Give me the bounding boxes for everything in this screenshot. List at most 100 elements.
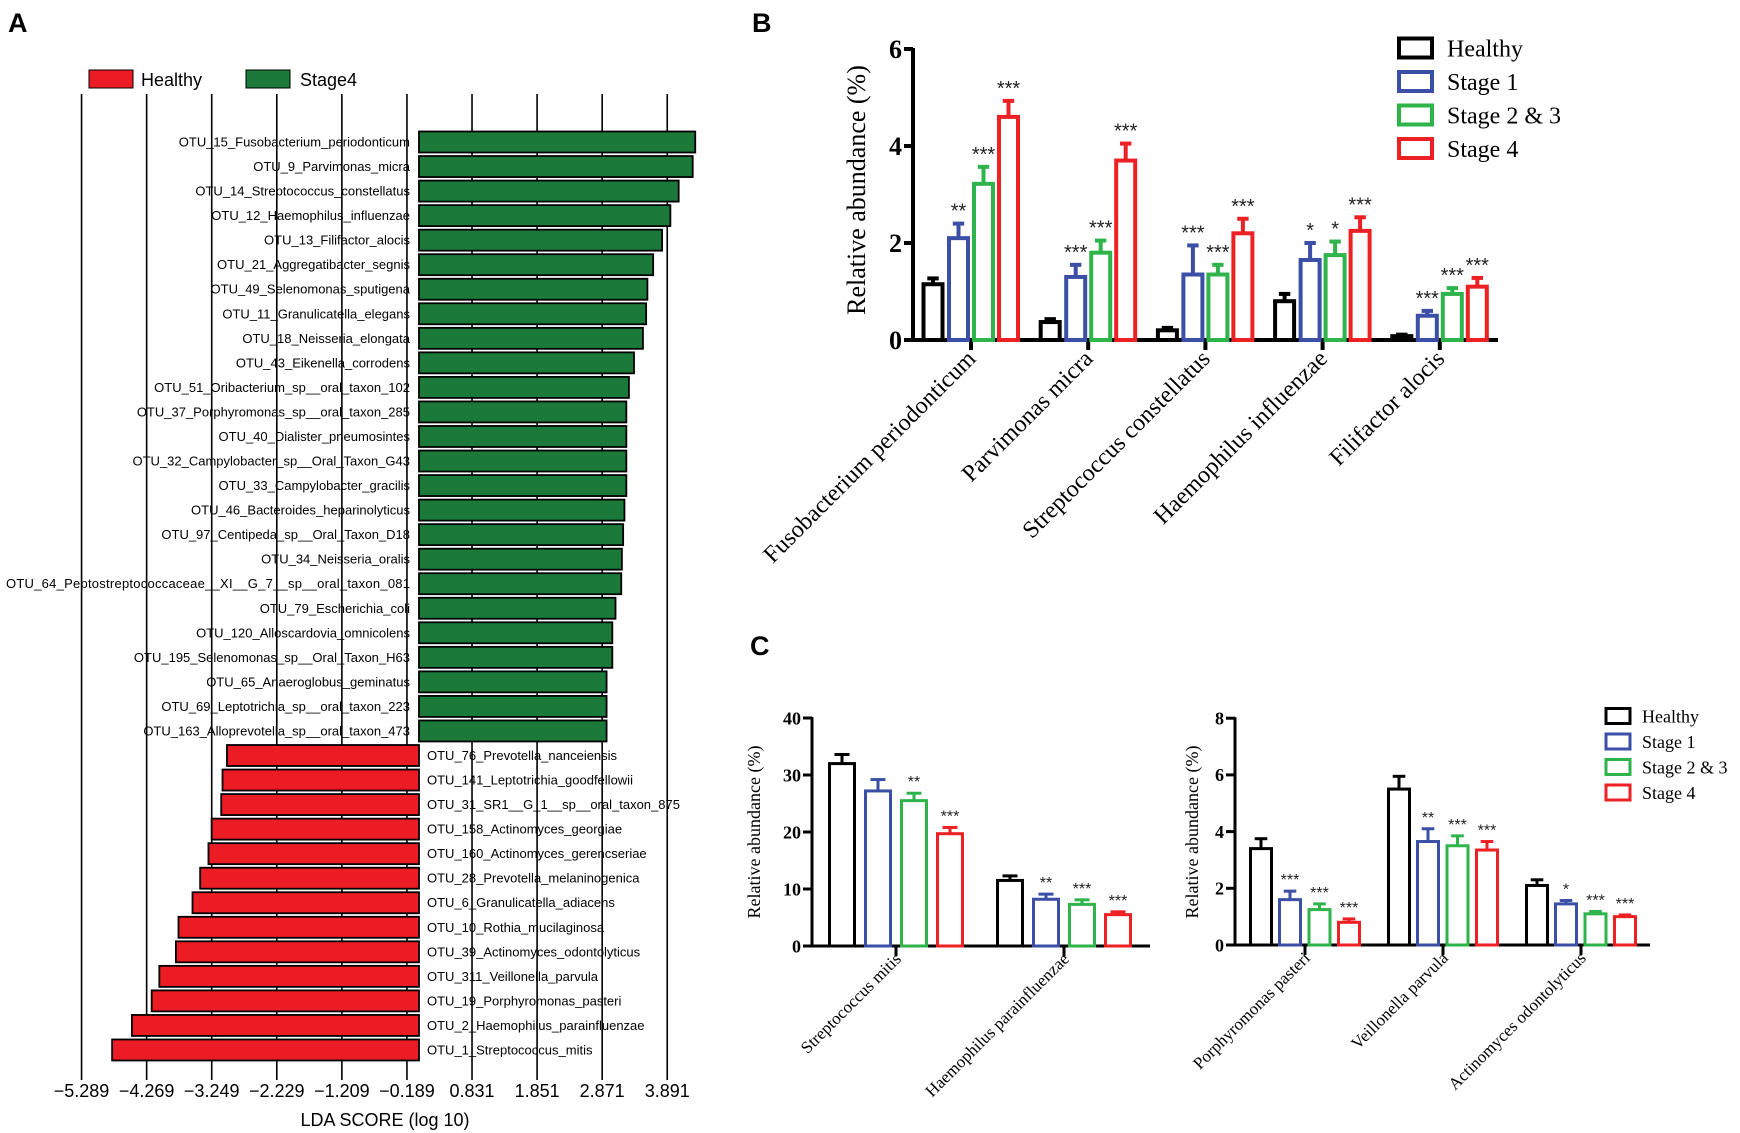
bar-stage-2-3 [1068, 902, 1096, 948]
lda-bar-label: OTU_69_Leptotrichia_sp__oral_taxon_223 [161, 699, 410, 714]
lda-bar-label: OTU_33_Campylobacter_gracilis [219, 478, 411, 493]
lda-bar [418, 596, 617, 620]
bar-stage-1 [1298, 257, 1322, 343]
lda-bar [418, 474, 628, 497]
lda-bar [418, 449, 628, 473]
significance-label: *** [1348, 194, 1372, 216]
bar-stage-1 [1415, 313, 1439, 342]
lda-bar [418, 277, 649, 301]
lda-bar-label: OTU_163_Alloprevotella_sp__oral_taxon_47… [143, 723, 410, 738]
significance-label: *** [1466, 255, 1490, 277]
bar-stage-4 [1231, 231, 1255, 342]
significance-label: * [1306, 220, 1314, 242]
lda-bar [199, 866, 420, 890]
significance-label: *** [1281, 872, 1300, 889]
x-tick-label: −0.189 [379, 1081, 435, 1101]
lda-bar [177, 915, 420, 939]
lda-bar [418, 130, 697, 154]
significance-label: *** [1441, 265, 1465, 287]
significance-label: *** [1109, 893, 1128, 910]
legend-label: Healthy [1447, 36, 1523, 62]
lda-bar-label: OTU_40_Dialister_pneumosintes [219, 429, 411, 444]
significance-label: *** [1310, 885, 1329, 902]
category-label: Streptococcus mitis [797, 949, 905, 1057]
x-tick-label: −1.209 [314, 1081, 370, 1101]
bar-stage-1 [864, 789, 892, 948]
legend-label: Healthy [141, 70, 202, 90]
lda-bar [418, 425, 628, 448]
lda-bar [418, 645, 614, 669]
lda-bar-label: OTU_195_Selenomonas_sp__Oral_Taxon_H63 [134, 650, 410, 665]
lda-bar [418, 498, 626, 522]
legend-swatch [1604, 783, 1632, 802]
lefse-lda-chart: −5.289 −4.269 −3.249 −2.229 −1.209 −0.189 0.83… [6, 69, 697, 1130]
significance-label: * [1331, 219, 1339, 241]
abundance-chart-c-right: 0 2 4 6 8 Relative abundance (%) Porphyromonas… [1182, 706, 1728, 1093]
lda-bar [418, 228, 663, 252]
bar-stage-4 [997, 114, 1020, 343]
y-axis-label: Relative abundance (%) [744, 746, 765, 919]
bar-stage-1 [1064, 274, 1088, 343]
significance-label: *** [1616, 896, 1635, 913]
lda-bar [418, 547, 623, 571]
significance-label: *** [1114, 121, 1138, 143]
lda-bar [418, 670, 608, 694]
lda-bar-label: OTU_65_Anaeroglobus_geminatus [206, 674, 410, 689]
bar-stage-1 [1416, 840, 1440, 947]
legend-label: Stage 4 [1447, 137, 1518, 163]
bar-stage-2-3 [1089, 250, 1113, 342]
y-tick-label: 6 [1215, 765, 1224, 785]
lda-bar-label: OTU_12_Haemophilus_influenzae [211, 208, 410, 223]
significance-label: *** [1073, 881, 1092, 898]
category-label: Filifactor alocis [1325, 346, 1450, 471]
lda-bar-label: OTU_97_Centipeda_sp__Oral_Taxon_D18 [161, 527, 410, 542]
bar-stage-2-3 [1583, 912, 1608, 947]
x-tick-label: −2.229 [249, 1081, 305, 1101]
x-tick-label: −3.249 [184, 1081, 240, 1101]
significance-label: * [1563, 881, 1569, 898]
significance-label: *** [1478, 823, 1497, 840]
lda-bar-label: OTU_2_Haemophilus_parainfluenzae [427, 1018, 645, 1033]
lda-bar-label: OTU_64_Peptostreptococcaceae__XI__G_7__s… [6, 576, 410, 591]
significance-label: ** [1040, 875, 1052, 892]
y-tick-label: 2 [889, 229, 902, 258]
bar-stage-4 [1114, 158, 1138, 342]
legend-label: Stage 1 [1447, 70, 1518, 96]
lda-bar [418, 719, 608, 743]
x-tick-label: −5.289 [54, 1081, 110, 1101]
lda-bar [418, 326, 644, 350]
lda-bar-label: OTU_21_Aggregatibacter_segnis [217, 257, 410, 272]
y-tick-label: 6 [889, 35, 902, 64]
bar-stage-2-3 [1323, 253, 1347, 342]
lda-bar [418, 523, 625, 547]
lda-bar [221, 768, 420, 792]
lda-bar-label: OTU_6_Granulicatella_adiacens [427, 895, 615, 910]
y-tick-label: 0 [889, 326, 902, 355]
bar-healthy [996, 878, 1024, 948]
significance-label: *** [941, 808, 960, 825]
y-tick-label: 20 [783, 822, 801, 842]
lda-bar [111, 1038, 420, 1062]
y-tick-label: 4 [889, 132, 902, 161]
lda-bar [220, 793, 420, 816]
panel-label-c: C [750, 631, 770, 661]
bar-stage-2-3 [1307, 908, 1332, 947]
y-tick-label: 30 [783, 765, 801, 785]
panel-label-a: A [8, 8, 28, 38]
lda-bar-label: OTU_120_Alloscardovia_omnicolens [196, 625, 410, 640]
legend-swatch [1397, 103, 1434, 127]
bar-healthy [1525, 883, 1549, 947]
bar-healthy [1155, 328, 1179, 342]
lda-bar-label: OTU_79_Escherichia_coli [260, 601, 410, 616]
lda-bar-label: OTU_311_Veillonella_parvula [427, 969, 599, 984]
significance-label: *** [972, 144, 996, 166]
bar-stage-1 [1181, 272, 1205, 342]
category-label: Veillonella parvula [1347, 948, 1452, 1053]
lda-bar [191, 891, 420, 915]
bar-stage-4 [1348, 228, 1372, 342]
legend-swatch [1604, 758, 1632, 776]
bar-stage-2-3 [1445, 844, 1470, 947]
lda-bar-label: OTU_160_Actinomyces_gerencseriae [427, 846, 647, 861]
bar-healthy [828, 762, 856, 948]
x-tick-label: 1.851 [515, 1081, 560, 1101]
